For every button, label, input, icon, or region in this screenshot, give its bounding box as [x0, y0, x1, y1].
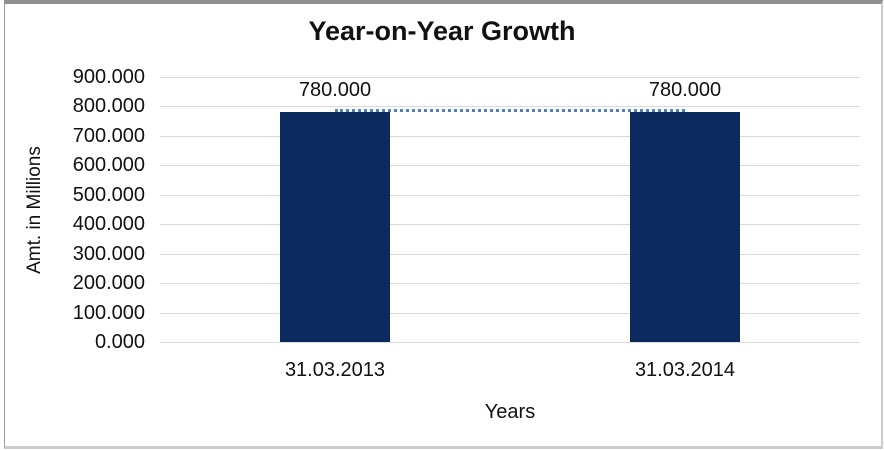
bar-31.03.2013: [280, 112, 390, 342]
y-tick-label: 700.000: [72, 124, 145, 147]
y-tick-label: 500.000: [72, 183, 145, 206]
gridline-y-0: [160, 342, 860, 343]
gridline-y-400: [160, 224, 860, 226]
gridline-y-800: [160, 106, 860, 108]
y-tick-label: 300.000: [72, 242, 145, 265]
plot-area: [160, 77, 860, 343]
y-tick-label: 100.000: [72, 301, 145, 324]
y-tick-label: 900.000: [72, 66, 145, 88]
gridline-y-500: [160, 194, 860, 196]
bar-31.03.2014: [630, 112, 740, 342]
y-tick-label: 0.000: [94, 331, 145, 353]
x-axis-title: Years: [484, 401, 536, 423]
x-category-label: 31.03.2013: [284, 359, 386, 381]
gridline-y-900: [160, 77, 860, 78]
gridline-y-700: [160, 135, 860, 137]
gridline-y-100: [160, 312, 860, 314]
y-tick-label: 200.000: [72, 272, 145, 295]
x-category-label: 31.03.2014: [634, 359, 736, 381]
y-tick-label: 600.000: [72, 154, 145, 177]
chart-title: Year-on-Year Growth: [308, 16, 576, 46]
gridline-y-600: [160, 165, 860, 167]
y-tick-label: 800.000: [72, 95, 145, 118]
y-tick-label: 400.000: [72, 213, 145, 236]
gridline-y-200: [160, 283, 860, 285]
gridline-y-300: [160, 253, 860, 255]
bar-data-label: 780.000: [648, 79, 722, 102]
trendline-dotted: [335, 109, 685, 113]
bar-data-label: 780.000: [298, 79, 372, 102]
